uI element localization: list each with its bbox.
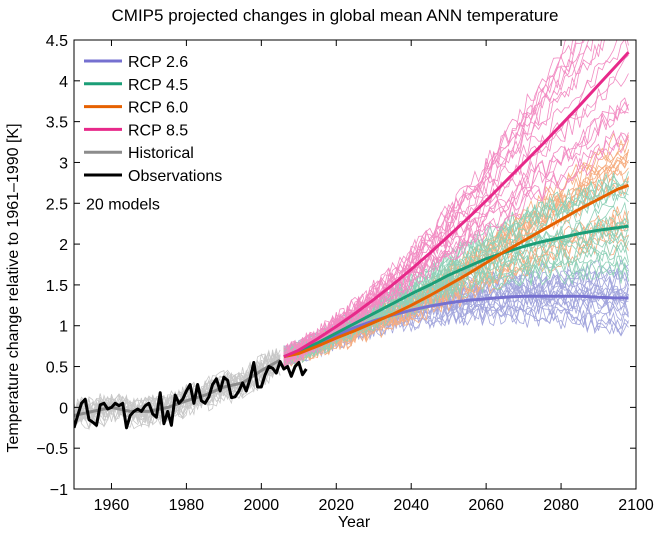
legend-label: Historical (128, 145, 194, 162)
series-line-rcp-6-0 (283, 183, 630, 359)
y-tick-label: 3.5 (46, 115, 68, 132)
model-line-rcp-8-5 (283, 40, 585, 356)
series-line-rcp-8-5 (283, 51, 630, 359)
model-line-rcp-8-5 (283, 103, 629, 364)
model-line-rcp-8-5 (283, 73, 629, 367)
series-line-rcp-2-6 (283, 294, 629, 359)
historical-model-line (74, 355, 281, 431)
y-tick-label: 2.5 (46, 196, 68, 213)
model-line-rcp-8-5 (283, 97, 629, 364)
x-tick-label: 2100 (618, 497, 654, 514)
axes: 1960 1980 2000 2020 2040 2060 2080 2100 −1 −0.5 0 0… (36, 33, 653, 514)
x-tick-label: 1980 (169, 497, 205, 514)
y-tick-label: 4.5 (46, 33, 68, 50)
y-tick-label: 4 (59, 74, 68, 91)
x-tick-label: 2060 (468, 497, 504, 514)
chart-title: CMIP5 projected changes in global mean A… (111, 6, 559, 25)
series-line-observations (74, 360, 308, 430)
y-tick-label: 0 (59, 400, 68, 417)
model-line-rcp-6-0 (283, 214, 629, 367)
legend-label: RCP 4.5 (128, 77, 188, 94)
x-tick-label: 1960 (94, 497, 130, 514)
historical-model-line (74, 358, 281, 429)
x-tick-label: 2040 (393, 497, 429, 514)
y-tick-label: 3 (59, 155, 68, 172)
legend-label: Observations (128, 168, 222, 185)
legend-label: RCP 2.6 (128, 54, 188, 71)
model-line-rcp-8-5 (283, 40, 602, 361)
model-count-annotation: 20 models (86, 196, 160, 213)
y-tick-label: 0.5 (46, 360, 68, 377)
y-axis-label: Temperature change relative to 1961–1990… (5, 123, 22, 453)
y-tick-label: 1.5 (46, 278, 68, 295)
legend-label: RCP 8.5 (128, 122, 188, 139)
x-axis-label: Year (337, 514, 371, 531)
x-tick-label: 2080 (543, 497, 579, 514)
x-tick-label: 2020 (318, 497, 354, 514)
model-line-rcp-8-5 (283, 40, 590, 366)
legend-label: RCP 6.0 (128, 100, 188, 117)
model-line-rcp-2-6 (283, 303, 629, 365)
series-line-rcp-4-5 (283, 224, 629, 359)
plot-frame (73, 39, 637, 490)
y-tick-label: 1 (59, 319, 68, 336)
y-tick-label: 2 (59, 237, 68, 254)
historical-model-line (74, 350, 281, 422)
y-tick-label: −0.5 (36, 441, 68, 458)
x-tick-label: 2000 (244, 497, 280, 514)
legend: RCP 2.6 RCP 4.5 RCP 6.0 RCP 8.5 Historical Ob… (84, 54, 222, 213)
y-tick-label: −1 (50, 482, 68, 499)
model-line-rcp-6-0 (283, 219, 629, 367)
ensemble-means (74, 51, 630, 430)
